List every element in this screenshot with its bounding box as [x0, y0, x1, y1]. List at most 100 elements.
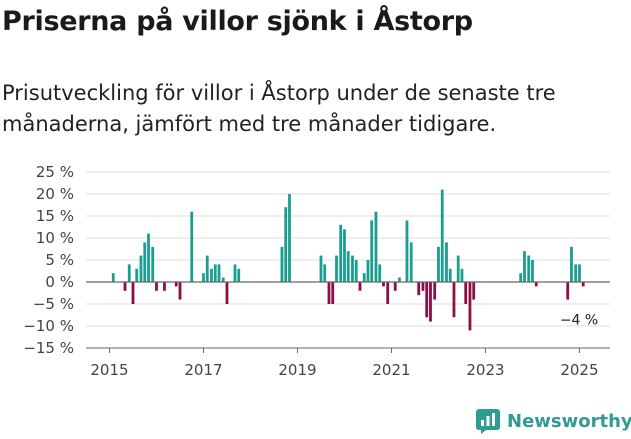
bar: [139, 255, 143, 282]
x-tick-label: 2023: [466, 361, 504, 379]
bars: [111, 189, 585, 331]
bar: [213, 264, 217, 282]
bar: [284, 207, 288, 282]
bar: [437, 246, 440, 282]
bar: [452, 282, 456, 318]
bar: [574, 264, 578, 282]
bar: [405, 220, 409, 282]
chart-title: Priserna på villor sjönk i Åstorp: [2, 6, 473, 37]
bar: [217, 264, 221, 282]
bar: [343, 229, 346, 282]
bar: [393, 282, 397, 291]
bar: [566, 282, 570, 300]
bar: [358, 282, 362, 291]
bar: [127, 264, 131, 282]
y-tick-label: 25 %: [36, 163, 74, 181]
bar: [135, 268, 139, 282]
bar: [409, 242, 413, 282]
bar: [111, 273, 115, 282]
y-tick-label: −5 %: [33, 295, 74, 313]
bar: [429, 282, 432, 322]
bar: [523, 251, 526, 282]
bar: [190, 211, 194, 282]
grid-lines: [86, 171, 610, 349]
bar: [464, 282, 468, 304]
bar: [174, 282, 178, 287]
bar: [280, 246, 284, 282]
bar: [233, 264, 237, 282]
bar: [570, 246, 573, 282]
bar: [382, 282, 385, 287]
bar: [354, 260, 358, 282]
bar: [346, 251, 350, 282]
bar: [331, 282, 335, 304]
bar: [143, 242, 147, 282]
bar-chart: −15 % −10 % −5 % 0 % 5 % 10 % 15 % 20 % 25 % 201…: [23, 163, 610, 379]
bar: [519, 273, 523, 282]
bar: [456, 255, 460, 282]
bar: [351, 255, 354, 282]
y-tick-label: 20 %: [36, 185, 74, 203]
x-tick-label: 2019: [278, 361, 316, 379]
bar: [163, 282, 166, 291]
annotations: −4 %: [560, 313, 598, 329]
bar: [225, 282, 229, 304]
bar: [151, 246, 155, 282]
brand-name: Newsworthy: [507, 410, 631, 432]
y-tick-label: −15 %: [23, 339, 74, 357]
y-tick-label: 15 %: [36, 207, 74, 225]
bar: [366, 260, 370, 282]
bar: [578, 264, 581, 282]
bar: [123, 282, 127, 291]
bar: [202, 273, 205, 282]
newsworthy-logo-icon: [476, 409, 500, 434]
last-value-annotation: −4 %: [560, 313, 598, 329]
bar: [421, 282, 425, 291]
x-tick-label: 2015: [90, 361, 128, 379]
x-tick-label: 2017: [184, 361, 222, 379]
bar: [448, 268, 452, 282]
bar: [460, 268, 464, 282]
bar: [370, 220, 374, 282]
bar: [445, 242, 448, 282]
bar: [417, 282, 421, 296]
bar: [581, 282, 585, 287]
bar: [534, 282, 538, 287]
bar: [335, 255, 338, 282]
bar: [323, 264, 327, 282]
bar: [339, 224, 343, 282]
brand: Newsworthy: [475, 408, 631, 434]
bar: [440, 189, 444, 282]
bar: [288, 194, 291, 282]
bar: [319, 255, 323, 282]
bar: [210, 268, 213, 282]
bar: [433, 282, 437, 300]
y-axis-tick-labels: −15 % −10 % −5 % 0 % 5 % 10 % 15 % 20 % 25 %: [23, 163, 74, 357]
bar: [472, 282, 476, 300]
chart-subtitle: Prisutveckling för villor i Åstorp under…: [2, 81, 556, 136]
x-tick-label: 2025: [560, 361, 598, 379]
x-tick-label: 2021: [372, 361, 410, 379]
bar: [468, 282, 472, 331]
bar: [398, 277, 401, 282]
bar: [205, 255, 209, 282]
y-tick-label: 5 %: [45, 251, 74, 269]
bar: [237, 268, 241, 282]
bar: [362, 273, 366, 282]
bar: [374, 211, 378, 282]
bar: [378, 264, 382, 282]
x-axis: 2015 2017 2019 2021 2023 2025: [86, 347, 610, 379]
bar: [425, 282, 429, 318]
y-tick-label: 0 %: [45, 273, 74, 291]
bar: [527, 255, 531, 282]
bar: [155, 282, 158, 291]
bar: [147, 233, 150, 282]
bar: [221, 277, 225, 282]
bar: [131, 282, 135, 304]
y-tick-label: 10 %: [36, 229, 74, 247]
bar: [386, 282, 390, 304]
bar: [327, 282, 331, 304]
bar: [178, 282, 182, 300]
bar: [531, 260, 534, 282]
y-tick-label: −10 %: [23, 317, 74, 335]
